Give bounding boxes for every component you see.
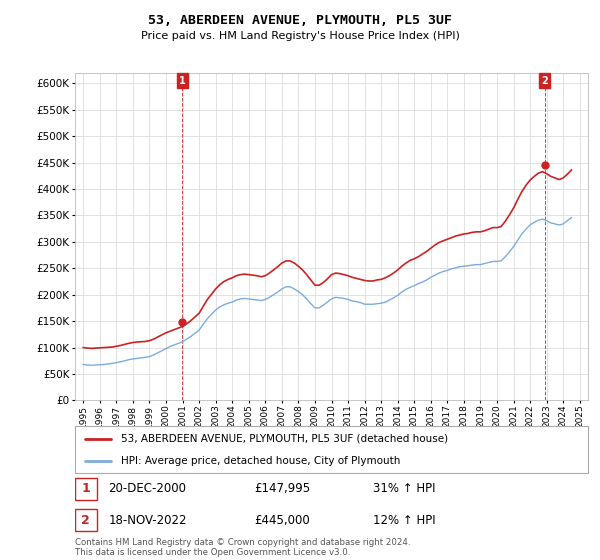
Text: HPI: Average price, detached house, City of Plymouth: HPI: Average price, detached house, City… <box>121 456 401 466</box>
Text: 31% ↑ HPI: 31% ↑ HPI <box>373 482 435 496</box>
Text: 1: 1 <box>82 482 90 496</box>
Text: £147,995: £147,995 <box>254 482 311 496</box>
FancyBboxPatch shape <box>75 509 97 531</box>
Text: 20-DEC-2000: 20-DEC-2000 <box>109 482 187 496</box>
Text: 2: 2 <box>541 76 548 86</box>
Text: 1: 1 <box>179 76 185 86</box>
Text: 53, ABERDEEN AVENUE, PLYMOUTH, PL5 3UF (detached house): 53, ABERDEEN AVENUE, PLYMOUTH, PL5 3UF (… <box>121 434 448 444</box>
Text: 18-NOV-2022: 18-NOV-2022 <box>109 514 187 526</box>
Text: 12% ↑ HPI: 12% ↑ HPI <box>373 514 435 526</box>
FancyBboxPatch shape <box>75 478 97 500</box>
Text: 53, ABERDEEN AVENUE, PLYMOUTH, PL5 3UF: 53, ABERDEEN AVENUE, PLYMOUTH, PL5 3UF <box>148 14 452 27</box>
Text: Price paid vs. HM Land Registry's House Price Index (HPI): Price paid vs. HM Land Registry's House … <box>140 31 460 41</box>
Text: Contains HM Land Registry data © Crown copyright and database right 2024.
This d: Contains HM Land Registry data © Crown c… <box>75 538 410 557</box>
Text: £445,000: £445,000 <box>254 514 310 526</box>
Text: 2: 2 <box>82 514 90 526</box>
FancyBboxPatch shape <box>75 426 588 473</box>
